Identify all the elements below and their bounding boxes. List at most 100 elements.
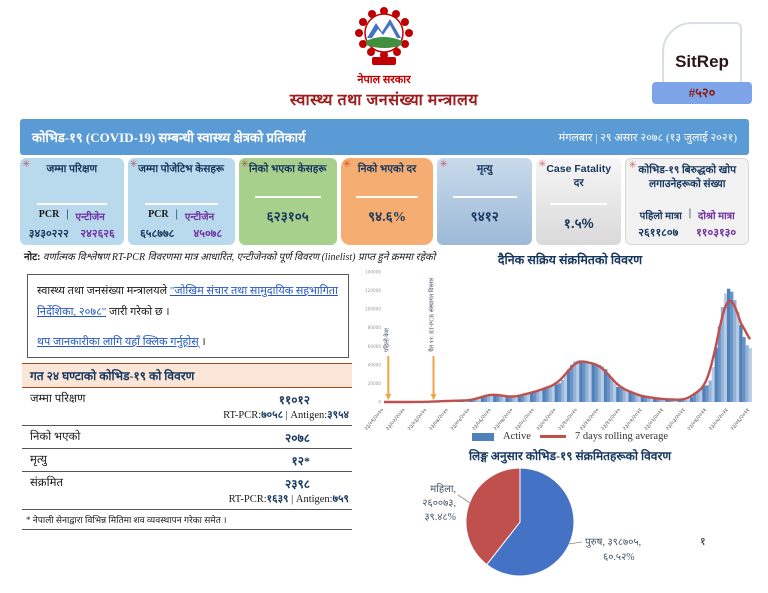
row-label: जम्मा परिक्षण (30, 393, 86, 405)
card-value: ९४१२ (470, 209, 499, 225)
card-deaths: ✳ मृत्यु ९४१२ (437, 158, 532, 245)
antigen-label: Antigen: (295, 494, 333, 505)
svg-text:२३/०५/२०२१: २३/०५/२०२१ (708, 407, 730, 432)
rolling-average-line-icon (539, 435, 566, 438)
nepal-govt-emblem-icon (355, 7, 413, 65)
antigen-value: ७५९ (332, 494, 349, 505)
gender-pie-chart: महिला, २६००७३, ३९.४८% पुरुष, ३९८७०५, ६०.५२% (422, 467, 641, 577)
separator: | (283, 410, 291, 421)
svg-text:140000: 140000 (365, 270, 381, 275)
card-title: निको भएका केसहरू (249, 164, 327, 175)
card-title: कोभिड-१९ बिरुद्धको खोप लगाउनेहरूको संख्य… (638, 165, 737, 190)
svg-text:२३/०३/२०२०: २३/०३/२०२० (407, 407, 429, 432)
antigen-label: एन्टीजेन (75, 212, 105, 223)
card-columns: पहिलो मात्रा | दोश्रो मात्रा (629, 208, 745, 222)
antigen-value: २४२६२६ (80, 228, 115, 240)
daily-chart-title: दैनिक सक्रिय संक्रमितको विवरण (497, 253, 643, 267)
virus-icon: ✳ (240, 159, 250, 170)
card-recovery-rate: ✳ निको भएको दर ९४.६% (340, 158, 434, 245)
svg-text:100000: 100000 (365, 307, 381, 312)
note-text: वर्णात्मक विश्लेषण RT-PCR विवरणमा मात्र … (43, 252, 436, 263)
page-number: १ (700, 536, 706, 548)
svg-text:२३/०२/२०२१: २३/०२/२०२१ (643, 407, 665, 432)
card-values: २६११८०७ ११०३१३० (629, 225, 745, 240)
card-title: मृत्यु (477, 164, 493, 175)
row-value: २०७८ (285, 431, 310, 445)
guideline-link[interactable]: "जोखिम संचार तथा सामुदायिक सहभागिता निर्… (37, 285, 338, 319)
card-cfr: ✳ Case Fatality दर १.५% (535, 158, 622, 245)
separator: | (66, 209, 69, 220)
svg-text:चैत ११: RT-PCR संस्थागत विस्ता: चैत ११: RT-PCR संस्थागत विस्तार (428, 277, 436, 352)
first-dose-label: पहिलो मात्रा (639, 211, 682, 222)
active-swatch-icon (471, 432, 494, 441)
svg-text:80000: 80000 (368, 325, 382, 330)
svg-text:२३/१२/२०२०: २३/१२/२०२० (600, 407, 622, 432)
svg-text:२३/११/२०२०: २३/११/२०२० (579, 407, 601, 432)
virus-icon: ✳ (342, 159, 352, 170)
chart-legend: Active 7 days rolling average (400, 431, 740, 442)
svg-text:२३/०६/२०२०: २३/०६/२०२० (471, 407, 493, 432)
row-label: संक्रमित (30, 477, 64, 489)
card-values: ६५८७७८ ४५०७८ (131, 226, 232, 241)
svg-text:0: 0 (378, 400, 381, 405)
title-bar: कोभिड-१९ (COVID-19) सम्बन्धी स्वास्थ्य क… (20, 119, 749, 155)
card-title-en: Case Fatality (546, 163, 612, 175)
rtpcr-label: RT-PCR: (228, 494, 267, 505)
rtpcr-value: १६३९ (266, 494, 289, 505)
legend-active-label: Active (502, 431, 531, 442)
sitrep-label: SitRep (675, 52, 729, 71)
svg-text:२३/०६/२०२१: २३/०६/२०२१ (730, 407, 752, 432)
pcr-value: ६५८७७८ (140, 228, 175, 240)
card-divider (144, 203, 218, 205)
svg-text:६०.५२%: ६०.५२% (603, 552, 635, 563)
ministry-title: स्वास्थ्य तथा जनसंख्या मन्त्रालय (289, 92, 479, 109)
antigen-value: ३९५४ (327, 410, 349, 421)
rtpcr-label: RT-PCR: (223, 410, 262, 421)
card-title-ne: दर (573, 176, 584, 189)
card-divider (452, 196, 517, 199)
info-box: स्वास्थ्य तथा जनसंख्या मन्त्रालयले "जोखि… (27, 274, 349, 358)
first-dose-value: २६११८०७ (638, 227, 679, 239)
sitrep-number-badge: #५२० (652, 82, 752, 104)
card-divider (254, 196, 321, 199)
svg-text:२३/०१/२०२१: २३/०१/२०२१ (622, 407, 644, 432)
svg-text:३९.४८%: ३९.४८% (424, 512, 456, 523)
svg-text:२३/०५/२०२०: २३/०५/२०२० (450, 407, 472, 432)
card-columns: PCR | एन्टीजेन (23, 209, 121, 223)
svg-text:120000: 120000 (365, 288, 381, 293)
info-paragraph-2: थप जानकारीका लागि यहाँ क्लिक गर्नुहोस् । (37, 332, 339, 353)
more-info-link[interactable]: थप जानकारीका लागि यहाँ क्लिक गर्नुहोस् (37, 335, 199, 348)
table-row: जम्मा परिक्षण ११०१२ RT-PCR:७०५८ | Antigen… (22, 388, 352, 426)
pcr-value: ३४३०२२२ (28, 228, 69, 240)
separator: | (175, 209, 178, 220)
row-value: १२* (291, 454, 310, 468)
pcr-label: PCR (38, 209, 60, 220)
svg-text:२३/०७/२०२०: २३/०७/२०२० (493, 407, 515, 432)
row-breakdown: RT-PCR:७०५८ | Antigen:३९५४ (22, 408, 352, 423)
note-line: नोट: वर्णात्मक विश्लेषण RT-PCR विवरणमा म… (24, 249, 644, 263)
svg-text:२३/०८/२०२०: २३/०८/२०२० (514, 407, 536, 432)
svg-text:२३/०२/२०२०: २३/०२/२०२० (385, 407, 407, 432)
card-columns: PCR | एन्टीजेन (131, 209, 232, 223)
info-text: स्वास्थ्य तथा जनसंख्या मन्त्रालयले (37, 285, 170, 297)
card-total-tests: ✳ जम्मा परिक्षण PCR | एन्टीजेन ३४३०२२२ २… (20, 158, 124, 245)
antigen-label: Antigen: (290, 410, 328, 421)
svg-text:पहिलो केश: पहिलो केश (382, 327, 390, 352)
table-row: निको भएको २०७८ (22, 426, 352, 449)
svg-text:२३/०३/२०२१: २३/०३/२०२१ (665, 407, 687, 432)
card-title: जम्मा परिक्षण (46, 164, 98, 175)
card-value: ६२३१०५ (266, 209, 309, 225)
report-title: कोभिड-१९ (COVID-19) सम्बन्धी स्वास्थ्य क… (32, 130, 306, 145)
card-total-positive: ✳ जम्मा पोजेटिभ केसहरू PCR | एन्टीजेन ६५… (127, 158, 235, 245)
table-row: मृत्यु १२* (22, 449, 352, 472)
rtpcr-value: ७०५८ (261, 410, 284, 421)
svg-text:२३/०४/२०२१: २३/०४/२०२१ (686, 407, 708, 432)
svg-text:२३/०४/२०२०: २३/०४/२०२० (428, 407, 450, 432)
svg-text:महिला,: महिला, (430, 483, 456, 495)
svg-text:२६००७३,: २६००७३, (422, 498, 456, 509)
card-value: ९४.६% (368, 209, 407, 225)
card-recovered: ✳ निको भएका केसहरू ६२३१०५ (238, 158, 337, 245)
government-label: नेपाल सरकार (357, 74, 411, 86)
virus-icon: ✳ (537, 159, 547, 170)
second-dose-label: दोश्रो मात्रा (698, 211, 735, 222)
